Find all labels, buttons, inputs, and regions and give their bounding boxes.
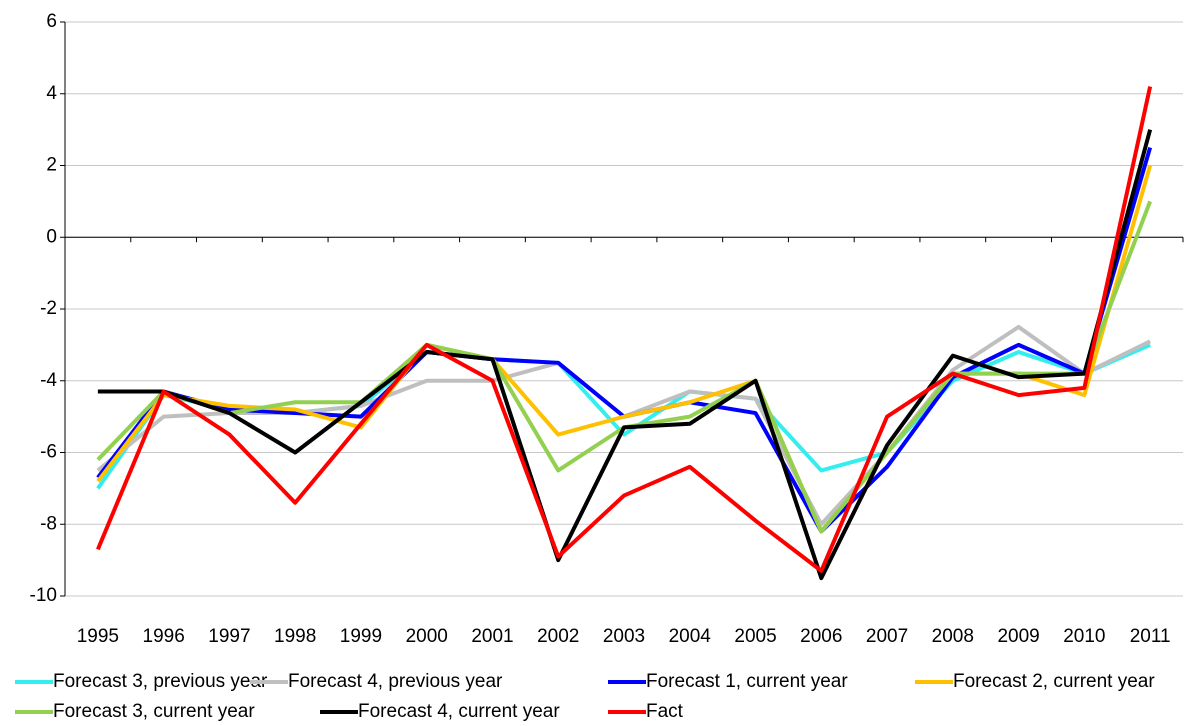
y-tick-label: 4 bbox=[46, 83, 57, 104]
series-line bbox=[96, 164, 1153, 534]
x-tick-label: 1999 bbox=[340, 626, 382, 647]
x-tick-label: 1995 bbox=[77, 626, 119, 647]
x-tick-label: 2009 bbox=[997, 626, 1039, 647]
x-tick-label: 1997 bbox=[208, 626, 250, 647]
y-tick-label: 6 bbox=[46, 11, 57, 32]
y-tick-label: 0 bbox=[46, 226, 57, 247]
legend-label: Forecast 1, current year bbox=[646, 671, 848, 692]
legend-label: Forecast 2, current year bbox=[953, 671, 1155, 692]
x-tick-label: 2008 bbox=[932, 626, 974, 647]
legend-label: Forecast 4, current year bbox=[358, 701, 560, 722]
x-tick-label: 2011 bbox=[1130, 626, 1171, 647]
x-tick-label: 1998 bbox=[274, 626, 316, 647]
x-tick-label: 2002 bbox=[537, 626, 579, 647]
y-tick-label: -4 bbox=[40, 370, 57, 391]
y-tick-label: -8 bbox=[40, 513, 57, 534]
legend-label: Forecast 3, previous year bbox=[53, 671, 268, 692]
legend-label: Fact bbox=[646, 701, 684, 722]
series-line bbox=[96, 86, 1153, 573]
legend-label: Forecast 4, previous year bbox=[288, 671, 503, 692]
y-tick-label: -6 bbox=[40, 442, 57, 463]
x-tick-label: 2007 bbox=[866, 626, 908, 647]
y-tick-label: -2 bbox=[40, 298, 57, 319]
x-tick-label: 2003 bbox=[603, 626, 645, 647]
x-tick-label: 2005 bbox=[734, 626, 776, 647]
x-tick-label: 2004 bbox=[669, 626, 712, 647]
x-tick-label: 1996 bbox=[143, 626, 185, 647]
legend-label: Forecast 3, current year bbox=[53, 701, 255, 722]
series-line bbox=[96, 200, 1152, 534]
x-tick-label: 2010 bbox=[1063, 626, 1105, 647]
series-line bbox=[97, 129, 1153, 581]
x-tick-label: 2001 bbox=[471, 626, 513, 647]
y-tick-label: -10 bbox=[30, 585, 57, 606]
series-line bbox=[96, 147, 1153, 534]
x-tick-label: 2000 bbox=[406, 626, 448, 647]
y-tick-label: 2 bbox=[46, 155, 57, 176]
x-tick-label: 2006 bbox=[800, 626, 842, 647]
